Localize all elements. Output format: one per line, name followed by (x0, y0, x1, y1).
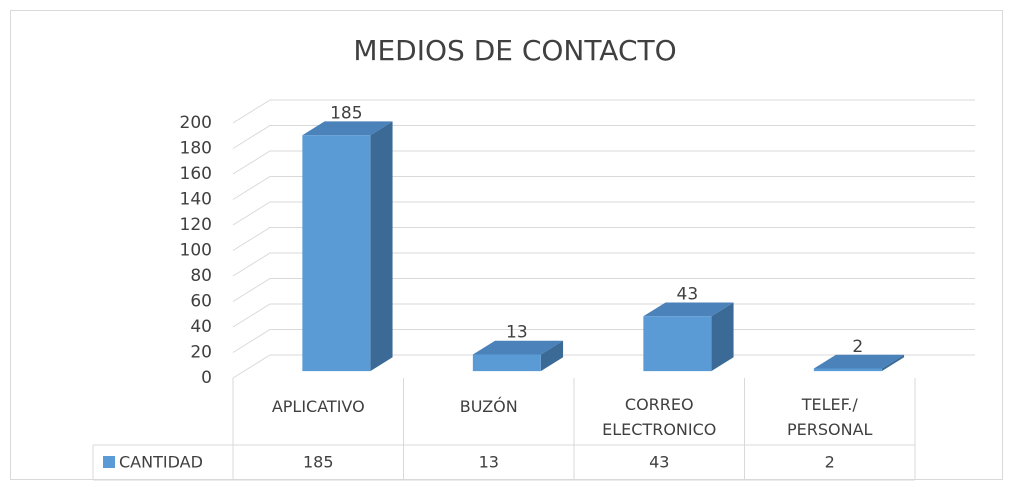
y-tick-label: 60 (190, 292, 212, 312)
bar-top (302, 121, 393, 136)
y-tick-label: 40 (190, 317, 212, 337)
table-value: 43 (649, 453, 669, 472)
data-label: 43 (677, 284, 699, 304)
grid-line (232, 303, 975, 328)
bar-top (643, 302, 734, 317)
y-tick-label: 20 (190, 343, 212, 363)
grid-line (232, 99, 975, 124)
legend-swatch (103, 456, 115, 468)
x-tick-label: APLICATIVO (271, 397, 365, 416)
y-tick-label: 180 (180, 139, 212, 159)
bar-front (813, 368, 882, 372)
table-value: 13 (479, 453, 499, 472)
y-tick-label: 140 (180, 190, 212, 210)
bar-front (302, 135, 371, 372)
data-label: 13 (506, 323, 528, 343)
bar-side (711, 302, 734, 372)
grid-line (232, 278, 975, 302)
bar (472, 340, 564, 372)
x-tick-label: TELEF./ PERSONAL (787, 395, 873, 439)
bar-side (881, 354, 905, 372)
y-tick-label: 100 (180, 241, 212, 261)
table-value: 2 (825, 453, 835, 472)
bar-side (370, 121, 393, 372)
chart-title: MEDIOS DE CONTACTO (353, 34, 676, 67)
bar-front (643, 316, 712, 372)
legend-label: CANTIDAD (119, 453, 203, 472)
bar-side (540, 340, 564, 372)
grid-line (232, 150, 975, 175)
grid-line (232, 201, 975, 226)
table-value: 185 (303, 453, 334, 472)
grid-line (232, 227, 975, 251)
grid-line (232, 354, 975, 379)
bar-front (472, 354, 541, 372)
data-label: 185 (330, 103, 362, 123)
y-tick-label: 0 (201, 368, 212, 388)
y-tick-label: 160 (180, 164, 212, 184)
bar (302, 121, 393, 372)
grid-line (232, 176, 975, 200)
x-tick-label: BUZÓN (459, 397, 518, 416)
x-tick-label: CORREO ELECTRONICO (602, 395, 717, 439)
grid-line (232, 125, 975, 149)
bar (813, 354, 905, 372)
chart-frame (10, 10, 1003, 480)
grid-line (232, 252, 975, 277)
y-tick-label: 80 (190, 266, 212, 286)
data-label: 2 (852, 337, 863, 357)
bar-top (813, 354, 905, 369)
bar-top (472, 340, 564, 355)
y-tick-label: 200 (180, 113, 212, 133)
grid-line (232, 329, 975, 353)
bar (643, 302, 734, 372)
y-tick-label: 120 (180, 215, 212, 235)
